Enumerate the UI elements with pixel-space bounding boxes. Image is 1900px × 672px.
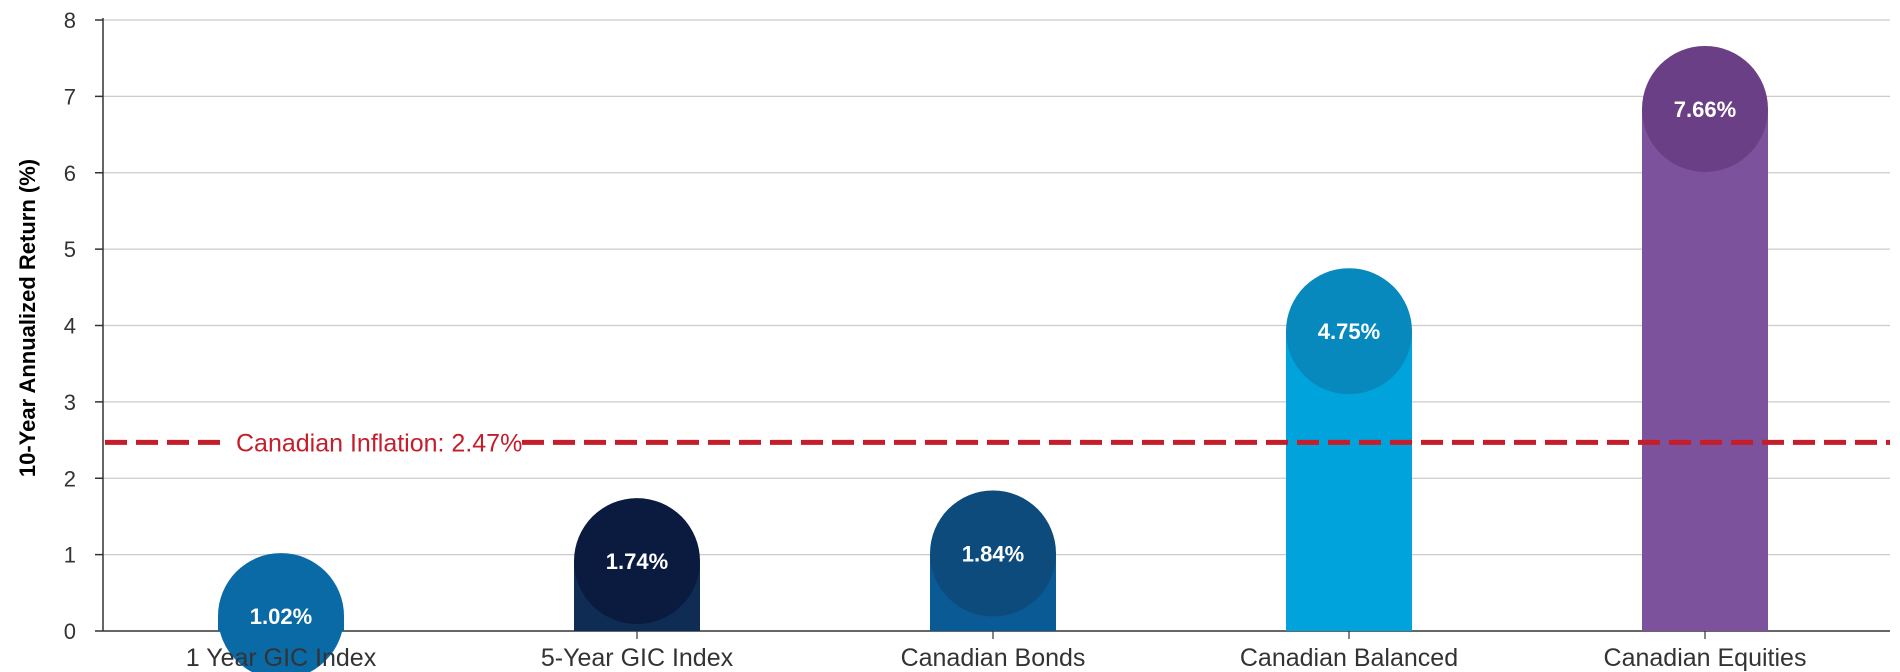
value-bubble xyxy=(930,490,1056,617)
value-bubble xyxy=(1286,268,1412,395)
axis-labels: 0 1 2 3 4 5 6 7 8 1 Year GIC Index 5-Year GIC Inde… xyxy=(64,8,1807,672)
y-tick-label: 7 xyxy=(64,84,76,109)
y-tick-label: 1 xyxy=(64,543,76,568)
value-bubble xyxy=(574,498,700,625)
data-label: 7.66% xyxy=(1674,97,1736,122)
bar xyxy=(1642,108,1768,631)
y-tick-label: 8 xyxy=(64,8,76,33)
x-tick-label: 5-Year GIC Index xyxy=(541,644,734,672)
x-tick-label: Canadian Equities xyxy=(1604,644,1807,672)
data-label: 1.74% xyxy=(606,549,668,574)
inflation-label: Canadian Inflation: 2.47% xyxy=(236,429,522,457)
y-tick-label: 4 xyxy=(64,314,76,339)
y-tick-label: 5 xyxy=(64,237,76,262)
data-label: 4.75% xyxy=(1318,319,1380,344)
data-label: 1.02% xyxy=(250,604,312,629)
y-tick-label: 2 xyxy=(64,466,76,491)
value-bubbles: 1.02% 1.74% 1.84% 4.75% 7.66% xyxy=(218,45,1768,672)
x-tick-label: Canadian Bonds xyxy=(901,644,1086,672)
inflation-reference: Canadian Inflation: 2.47% xyxy=(105,429,1890,457)
value-bubble xyxy=(1642,45,1768,172)
y-tick-label: 3 xyxy=(64,390,76,415)
x-tick-label: 1 Year GIC Index xyxy=(186,644,377,672)
x-tick-label: Canadian Balanced xyxy=(1240,644,1458,672)
value-bubble xyxy=(218,553,344,672)
y-axis-title: 10-Year Annualized Return (%) xyxy=(15,159,40,477)
gridlines xyxy=(103,19,1890,556)
data-label: 1.84% xyxy=(962,541,1024,566)
y-tick-label: 6 xyxy=(64,161,76,186)
y-tick-label: 0 xyxy=(64,619,76,644)
